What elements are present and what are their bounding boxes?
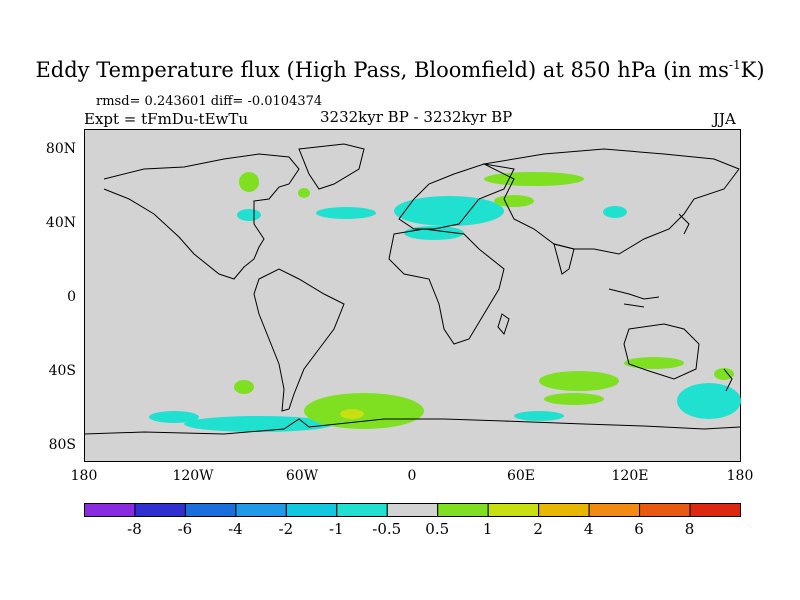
lat-label-eq: 0 bbox=[67, 289, 76, 305]
colorbar-box bbox=[639, 503, 691, 517]
colorbar-box bbox=[336, 503, 388, 517]
colorbar-box bbox=[84, 503, 136, 517]
greenland-coast bbox=[298, 143, 365, 190]
lat-label-40s: 40S bbox=[48, 363, 76, 379]
stats-text: rmsd= 0.243601 diff= -0.0104374 bbox=[96, 94, 323, 109]
colorbar-label: 1 bbox=[482, 520, 493, 538]
patch-s-indian-blue bbox=[514, 411, 564, 421]
antarctica-coast bbox=[84, 418, 741, 435]
lon-label-120w: 120W bbox=[172, 468, 214, 484]
africa-coast bbox=[388, 228, 505, 345]
patch-north-atlantic-blue bbox=[316, 207, 376, 219]
colorbar-box bbox=[386, 503, 439, 517]
colorbar-box bbox=[689, 503, 741, 517]
colorbar-label: -0.5 bbox=[372, 520, 402, 538]
colorbar-box bbox=[235, 503, 287, 517]
season-label: JJA bbox=[713, 110, 736, 128]
colorbar-label: -8 bbox=[127, 520, 142, 538]
lon-label-180e: 180 bbox=[726, 468, 754, 484]
patch-australia-green bbox=[624, 357, 684, 369]
lon-label-60e: 60E bbox=[506, 468, 536, 484]
australia-coast bbox=[623, 323, 700, 380]
madagascar-coast bbox=[497, 313, 510, 335]
colorbar-label: -2 bbox=[278, 520, 294, 538]
japan-coast bbox=[678, 213, 690, 235]
lon-label-120e: 120E bbox=[611, 468, 649, 484]
colorbar-box bbox=[285, 503, 338, 517]
colorbar bbox=[84, 503, 741, 517]
patch-asia-blue bbox=[603, 206, 627, 218]
patch-s-pacific2-blue bbox=[149, 411, 199, 423]
lon-label-0: 0 bbox=[407, 468, 417, 484]
patch-canada-green bbox=[239, 172, 259, 192]
colorbar-label: 2 bbox=[533, 520, 543, 538]
colorbar-label: -6 bbox=[177, 520, 193, 538]
lon-label-60w: 60W bbox=[285, 468, 319, 484]
anomaly-patches bbox=[149, 172, 741, 432]
colorbar-label: -4 bbox=[228, 520, 243, 538]
patch-sw-pacific-blue bbox=[677, 383, 741, 419]
colorbar-box bbox=[134, 503, 186, 517]
experiment-label: Expt = tFmDu-tEwTu bbox=[84, 110, 249, 128]
patch-barents-green bbox=[484, 172, 584, 186]
patch-hudson-blue bbox=[237, 209, 261, 221]
colorbar-label: -1 bbox=[328, 520, 344, 538]
lat-label-40n: 40N bbox=[45, 215, 76, 231]
map-title: Eddy Temperature flux (High Pass, Bloomf… bbox=[35, 58, 765, 82]
asia-coast bbox=[482, 148, 740, 255]
patch-s-pacific-green bbox=[234, 380, 254, 394]
colorbar-label: 0.5 bbox=[425, 520, 450, 538]
indonesia-coast bbox=[608, 288, 660, 308]
patch-s-indian-green bbox=[539, 371, 619, 391]
colorbar-box bbox=[487, 503, 540, 517]
lat-label-80s: 80S bbox=[48, 437, 76, 453]
colorbar-box bbox=[184, 503, 237, 517]
patch-tasman-green bbox=[714, 368, 734, 380]
india-coast bbox=[553, 243, 575, 275]
coastlines bbox=[84, 143, 741, 435]
europe-coast bbox=[398, 163, 515, 230]
world-map bbox=[84, 129, 741, 462]
north-america-coast bbox=[103, 153, 300, 280]
colorbar-box bbox=[538, 503, 590, 517]
patch-nile-green bbox=[494, 195, 534, 207]
patch-s-indian2-green bbox=[544, 393, 604, 405]
colorbar-box bbox=[437, 503, 489, 517]
new-zealand-coast bbox=[723, 368, 733, 392]
patch-europe-blue bbox=[394, 196, 504, 226]
patch-greenland-green bbox=[298, 188, 310, 198]
lon-label-180w: 180 bbox=[70, 468, 98, 484]
patch-s-pacific-blue bbox=[184, 416, 334, 432]
lat-label-80n: 80N bbox=[45, 141, 76, 157]
patch-s-atlantic-yellow bbox=[340, 409, 364, 419]
colorbar-box bbox=[588, 503, 641, 517]
period-label: 3232kyr BP - 3232kyr BP bbox=[320, 108, 513, 126]
patch-south-atlantic-green bbox=[304, 393, 424, 429]
colorbar-label: 6 bbox=[634, 520, 644, 538]
colorbar-label: 4 bbox=[583, 520, 594, 538]
colorbar-label: 8 bbox=[684, 520, 695, 538]
south-america-coast bbox=[253, 268, 345, 412]
